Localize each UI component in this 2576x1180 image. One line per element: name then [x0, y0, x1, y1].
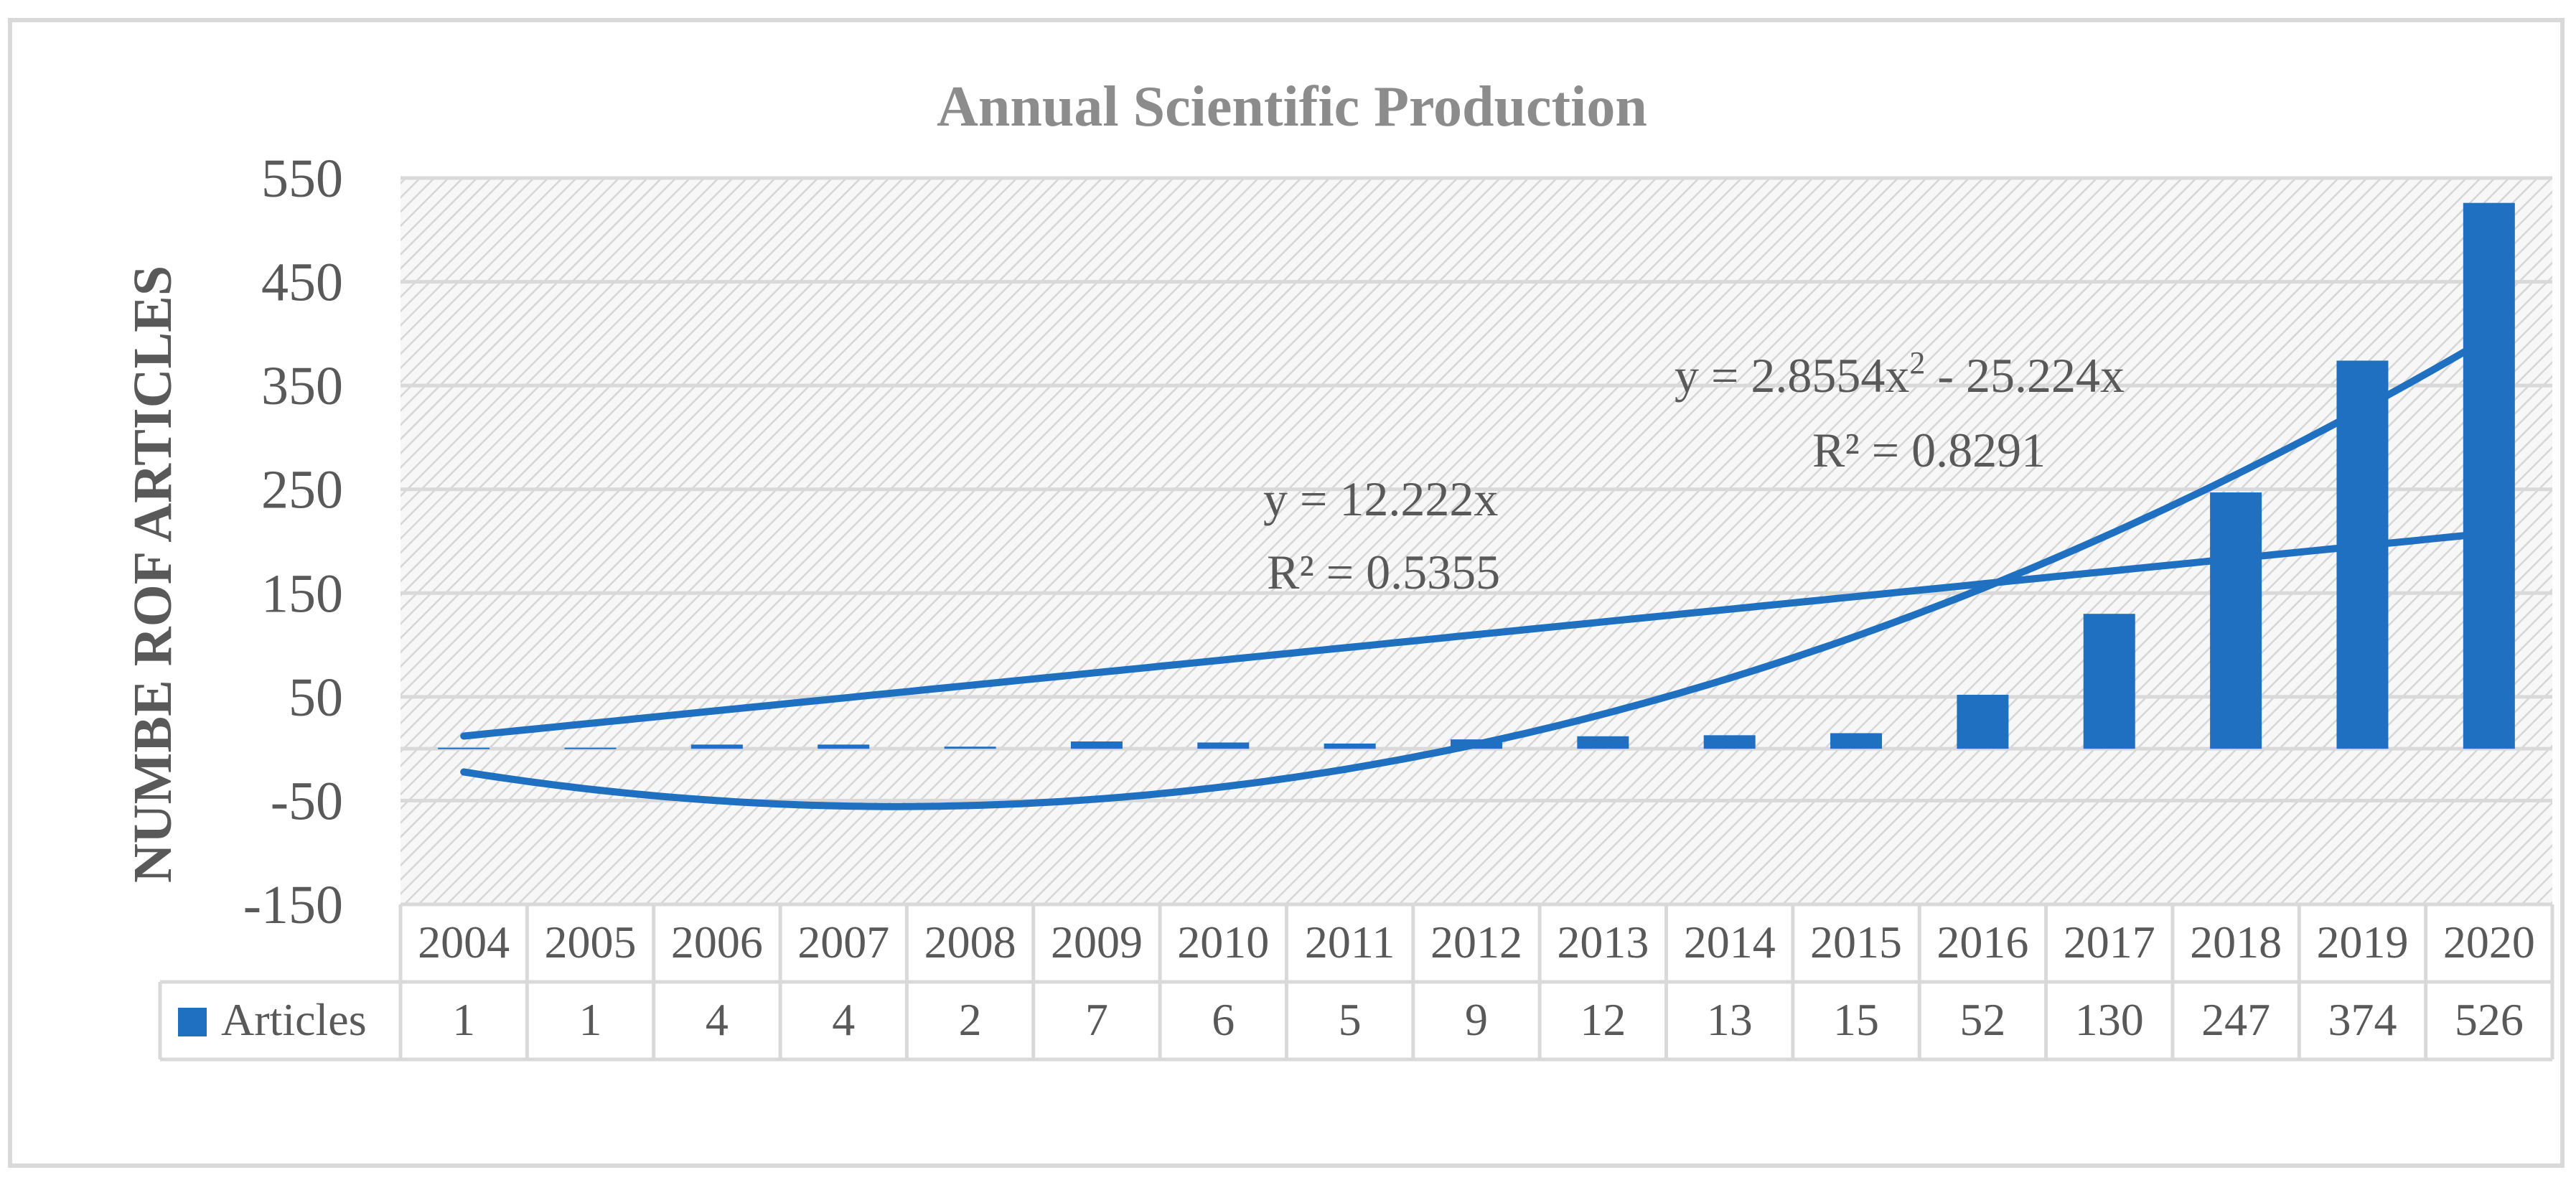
- data-label: 4: [706, 994, 729, 1045]
- data-label: 12: [1580, 994, 1626, 1045]
- category-label: 2019: [2316, 917, 2408, 968]
- linear-trend-r2: R² = 0.5355: [1267, 545, 1500, 599]
- trendlines: [460, 334, 2493, 810]
- y-tick-label: 50: [289, 668, 343, 728]
- data-label: 6: [1212, 994, 1235, 1045]
- y-tick-label: 550: [261, 149, 343, 209]
- category-label: 2018: [2190, 917, 2282, 968]
- bar-2010: [1197, 742, 1250, 749]
- category-label: 2004: [418, 917, 510, 968]
- poly-trend-equation: y = 2.8554x2 - 25.224x: [1675, 345, 2125, 403]
- data-label: 9: [1465, 994, 1488, 1045]
- y-tick-label: -150: [243, 875, 343, 935]
- poly-trend-r2: R² = 0.8291: [1812, 423, 2046, 477]
- data-label: 247: [2201, 994, 2270, 1045]
- data-label: 7: [1085, 994, 1108, 1045]
- legend-swatch: [178, 1008, 207, 1036]
- category-label: 2017: [2064, 917, 2155, 968]
- category-label: 2020: [2443, 917, 2535, 968]
- y-tick-label: 450: [261, 253, 343, 313]
- linear-trend-equation: y = 12.222x: [1263, 472, 1498, 526]
- bar-2013: [1577, 736, 1629, 749]
- data-label: 5: [1339, 994, 1362, 1045]
- bar-2009: [1070, 741, 1123, 749]
- data-label: 374: [2328, 994, 2397, 1045]
- poly-trend-label: y = 2.8554x2 - 25.224x R² = 0.8291: [1675, 345, 2125, 477]
- y-axis-ticks: 550 450 350 250 150 50 -50 -150: [243, 149, 343, 935]
- category-label: 2014: [1684, 917, 1776, 968]
- bar-series-articles: [438, 202, 2515, 749]
- bar-2015: [1830, 733, 1883, 749]
- bar-2005: [564, 747, 617, 749]
- bar-2017: [2083, 614, 2135, 749]
- data-label: 13: [1707, 994, 1753, 1045]
- category-label: 2012: [1430, 917, 1522, 968]
- data-table: 2004 2005 2006 2007 2008 2009 2010 2011 2012 2013…: [158, 902, 2554, 1062]
- data-label: 52: [1959, 994, 2005, 1045]
- plot-area: [401, 178, 2552, 904]
- poly-trend-equation-exp: 2: [1909, 345, 1925, 380]
- category-label: 2015: [1810, 917, 1902, 968]
- category-label: 2005: [545, 917, 637, 968]
- bar-2007: [818, 744, 870, 749]
- bar-2006: [690, 744, 743, 749]
- bar-2004: [438, 747, 490, 749]
- category-label: 2010: [1177, 917, 1269, 968]
- category-label: 2013: [1557, 917, 1649, 968]
- bar-2018: [2210, 492, 2262, 749]
- data-label: 1: [452, 994, 475, 1045]
- data-label: 2: [959, 994, 982, 1045]
- poly-trend-equation-prefix: y = 2.8554x: [1675, 348, 1909, 403]
- y-tick-label: -50: [271, 771, 343, 831]
- category-label: 2007: [797, 917, 889, 968]
- data-label: 130: [2075, 994, 2144, 1045]
- category-label: 2011: [1305, 917, 1395, 968]
- bar-2019: [2336, 360, 2389, 749]
- y-tick-label: 250: [261, 460, 343, 520]
- bar-2014: [1703, 735, 1756, 749]
- category-label: 2006: [671, 917, 763, 968]
- category-label: 2009: [1051, 917, 1143, 968]
- data-label: 4: [832, 994, 855, 1045]
- data-label: 1: [579, 994, 602, 1045]
- bar-2008: [944, 746, 996, 749]
- y-tick-label: 350: [261, 356, 343, 416]
- chart-title: Annual Scientific Production: [937, 75, 1647, 139]
- bar-2020: [2463, 202, 2515, 749]
- category-label: 2008: [924, 917, 1016, 968]
- y-tick-label: 150: [261, 563, 343, 624]
- linear-trend-label: y = 12.222x R² = 0.5355: [1263, 472, 1500, 599]
- y-axis-label: NUMBE ROF ARTICLES: [123, 266, 183, 883]
- polynomial-trendline: [460, 334, 2493, 810]
- linear-trendline: [460, 529, 2493, 740]
- bar-2016: [1957, 694, 2009, 749]
- data-label: 15: [1833, 994, 1879, 1045]
- legend-label: Articles: [221, 994, 367, 1045]
- poly-trend-equation-suffix: - 25.224x: [1925, 348, 2125, 403]
- bar-2011: [1324, 743, 1376, 749]
- category-label: 2016: [1936, 917, 2028, 968]
- data-label: 526: [2455, 994, 2524, 1045]
